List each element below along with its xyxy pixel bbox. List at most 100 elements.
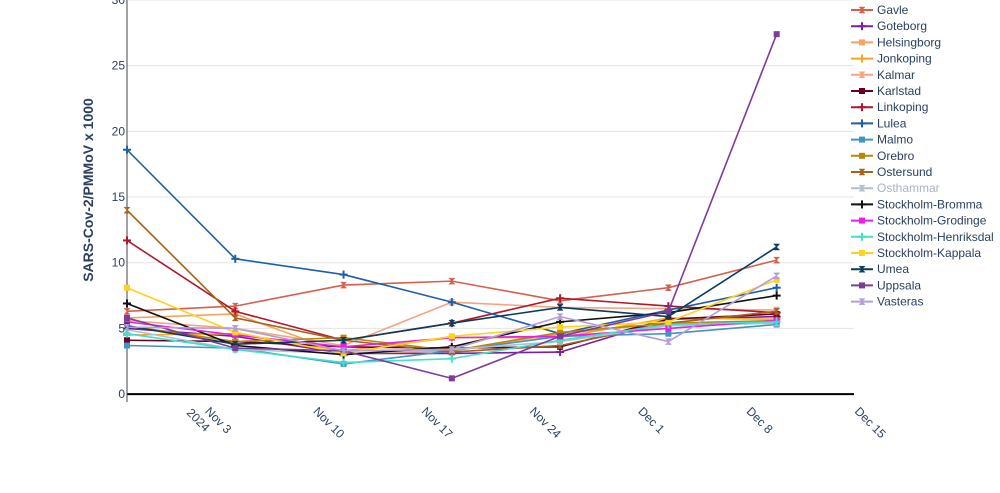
x-tick-label: Nov 17 (419, 404, 456, 441)
data-point[interactable] (772, 291, 781, 300)
data-point[interactable] (231, 307, 240, 316)
data-point[interactable] (859, 250, 865, 256)
data-point[interactable] (340, 343, 347, 350)
legend-item-kalmar[interactable]: Kalmar (851, 68, 915, 82)
legend-item-linkoping[interactable]: Linkoping (851, 100, 928, 114)
legend-item-stockholm-henriksdal[interactable]: Stockholm-Henriksdal (851, 230, 994, 244)
data-point[interactable] (232, 345, 239, 352)
data-point[interactable] (231, 325, 239, 332)
data-point[interactable] (859, 39, 865, 46)
data-point[interactable] (448, 319, 456, 327)
legend-item-osthammar[interactable]: Osthammar (851, 181, 940, 195)
legend-item-uppsala[interactable]: Uppsala (851, 278, 921, 292)
legend[interactable]: Gavle Goteborg Helsingborg Jonkoping Kalmar K… (851, 3, 994, 309)
data-point[interactable] (339, 358, 348, 367)
data-point[interactable] (124, 284, 130, 291)
legend-item-stockholm-kappala[interactable]: Stockholm-Kappala (851, 246, 981, 260)
legend-item-helsingborg[interactable]: Helsingborg (851, 35, 941, 49)
data-point[interactable] (123, 236, 131, 245)
data-point[interactable] (124, 314, 130, 321)
data-point[interactable] (664, 338, 672, 345)
data-point[interactable] (123, 206, 131, 214)
legend-item-stockholm-grodinge[interactable]: Stockholm-Grodinge (851, 214, 987, 228)
data-point[interactable] (859, 136, 865, 143)
legend-item-ostersund[interactable]: Ostersund (851, 165, 932, 179)
data-point[interactable] (859, 282, 865, 289)
data-point[interactable] (858, 6, 866, 14)
data-point[interactable] (773, 256, 781, 264)
data-point[interactable] (123, 145, 131, 154)
data-point[interactable] (665, 318, 672, 325)
data-point[interactable] (123, 308, 131, 315)
data-point[interactable] (858, 119, 866, 128)
data-point[interactable] (859, 88, 865, 94)
data-point[interactable] (665, 330, 672, 337)
data-point[interactable] (447, 354, 456, 363)
data-point[interactable] (773, 31, 780, 38)
y-tick-label: 15 (112, 190, 126, 204)
data-point[interactable] (858, 168, 866, 176)
legend-label: Uppsala (877, 278, 921, 292)
data-point[interactable] (339, 281, 348, 289)
data-point[interactable] (124, 318, 130, 325)
data-point[interactable] (448, 346, 456, 353)
data-point[interactable] (556, 313, 564, 320)
data-point[interactable] (773, 272, 781, 280)
legend-label: Stockholm-Bromma (877, 197, 983, 211)
data-point[interactable] (858, 103, 866, 112)
data-point[interactable] (448, 375, 455, 382)
data-point[interactable] (773, 243, 781, 251)
data-point[interactable] (773, 276, 780, 283)
legend-item-jonkoping[interactable]: Jonkoping (851, 52, 932, 66)
data-point[interactable] (232, 329, 239, 336)
data-point[interactable] (124, 337, 130, 344)
data-point[interactable] (124, 342, 130, 349)
data-point[interactable] (123, 329, 131, 338)
legend-item-umea[interactable]: Umea (851, 262, 909, 276)
data-point[interactable] (772, 283, 781, 292)
data-point[interactable] (557, 329, 564, 336)
data-point[interactable] (859, 217, 865, 224)
data-point[interactable] (123, 323, 131, 331)
legend-item-vasteras[interactable]: Vasteras (851, 295, 923, 309)
data-point[interactable] (858, 54, 866, 63)
data-point[interactable] (858, 184, 866, 192)
data-point[interactable] (339, 270, 348, 279)
data-point[interactable] (858, 22, 866, 31)
x-tick-label: Dec 1 (635, 404, 667, 436)
series-line[interactable] (126, 246, 778, 345)
data-point[interactable] (772, 317, 781, 326)
data-point[interactable] (773, 308, 781, 315)
data-point[interactable] (557, 333, 564, 340)
legend-label: Lulea (877, 116, 907, 130)
data-point[interactable] (123, 299, 131, 308)
data-point[interactable] (665, 308, 672, 315)
data-point[interactable] (858, 71, 866, 79)
data-point[interactable] (556, 304, 564, 311)
legend-item-gavle[interactable]: Gavle (851, 3, 909, 17)
data-point[interactable] (231, 254, 240, 263)
data-point[interactable] (339, 347, 348, 355)
legend-item-malmo[interactable]: Malmo (851, 133, 913, 147)
legend-item-stockholm-bromma[interactable]: Stockholm-Bromma (851, 197, 983, 211)
data-point[interactable] (448, 277, 456, 285)
data-point[interactable] (448, 333, 455, 340)
data-point[interactable] (664, 284, 672, 291)
legend-item-orebro[interactable]: Orebro (851, 149, 915, 163)
data-point[interactable] (557, 324, 564, 331)
data-point[interactable] (858, 200, 866, 209)
series-stockholm-kappala (124, 276, 780, 357)
data-point[interactable] (858, 298, 866, 305)
legend-item-lulea[interactable]: Lulea (851, 116, 907, 130)
data-point[interactable] (339, 337, 348, 344)
legend-item-karlstad[interactable]: Karlstad (851, 84, 921, 98)
data-point[interactable] (447, 298, 456, 307)
data-point[interactable] (858, 232, 866, 241)
legend-item-goteborg[interactable]: Goteborg (851, 19, 927, 33)
data-point[interactable] (859, 152, 865, 159)
data-point[interactable] (231, 314, 239, 322)
data-point[interactable] (556, 294, 565, 303)
x-tick: Dec 8 (744, 404, 776, 436)
data-point[interactable] (858, 265, 866, 273)
